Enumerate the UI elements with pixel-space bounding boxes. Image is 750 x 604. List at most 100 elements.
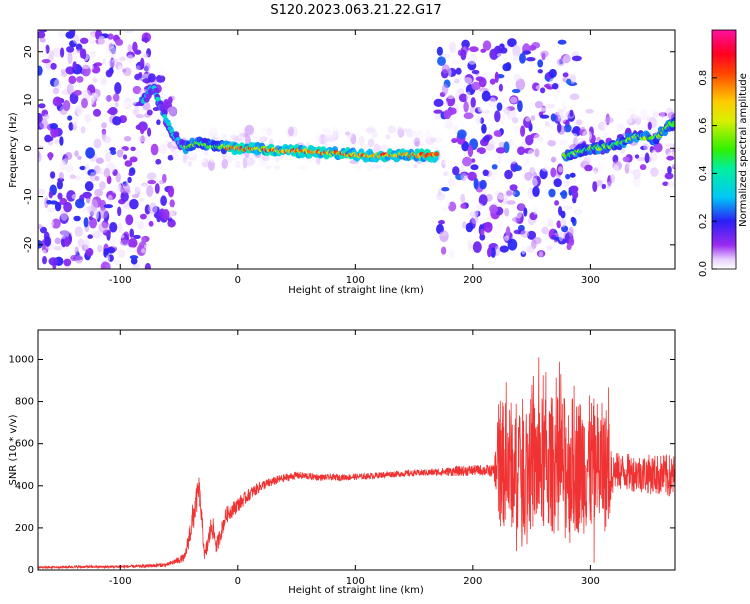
spectrogram-cell (38, 31, 46, 39)
heatmap-x-tick-label: 100 (346, 275, 365, 286)
heatmap-x-tick-label: 0 (235, 275, 241, 286)
spectrogram-cell (669, 162, 675, 168)
spectrogram-cell (38, 239, 43, 249)
spectrogram-cell (63, 236, 71, 247)
spectrogram-cell (128, 98, 137, 106)
heatmap-x-tick-label: 300 (581, 275, 600, 286)
spectrogram-cell (119, 239, 130, 247)
spectrogram-cell (162, 209, 170, 221)
spectrogram-cell (467, 145, 474, 158)
spectrogram-cell (98, 208, 109, 219)
spectrogram-cell (495, 147, 506, 154)
spectrogram-cell (494, 190, 504, 196)
spectrogram-cell (575, 210, 582, 220)
spectrogram-cell (462, 156, 472, 167)
spectrogram-cell (158, 67, 166, 77)
spectrogram-cell (556, 220, 562, 229)
spectrogram-cell (472, 241, 482, 253)
spectrogram-cell (521, 245, 526, 255)
spectrogram-cell (437, 188, 442, 197)
spectrogram-cell (523, 154, 531, 165)
spectrogram-cell (467, 239, 472, 251)
spectrogram-cell (147, 73, 156, 83)
spectrogram-cell (504, 169, 513, 180)
heatmap-y-tick-label: -10 (23, 188, 34, 204)
spectrogram-cell (87, 234, 94, 239)
heatmap-y-tick-label: 0 (23, 145, 34, 151)
spectrogram-cell (548, 118, 554, 130)
spectrogram-cell (644, 152, 650, 164)
spectrogram-cell (528, 192, 534, 199)
spectrogram-cell (387, 125, 396, 134)
spectrogram-cell (56, 179, 63, 190)
spectrogram-cell (112, 116, 122, 126)
spectrogram-cell (563, 124, 572, 133)
spectrogram-cell (182, 152, 188, 164)
spectrogram-cell (560, 190, 568, 199)
spectrogram-cell (530, 115, 536, 121)
spectrogram-cell (66, 46, 75, 53)
spectrogram-cell (443, 100, 449, 110)
spectrogram-cell (105, 254, 111, 263)
spectrogram-cell (85, 147, 95, 159)
spectrogram-cell (38, 188, 46, 195)
spectrogram-cell (41, 249, 47, 257)
spectrogram-cell (128, 33, 133, 42)
spectrogram-cell (169, 199, 175, 208)
spectrogram-cell (95, 157, 104, 164)
spectrogram-cell (441, 83, 449, 95)
spectrogram-cell (512, 54, 519, 62)
spectrogram-cell (517, 100, 523, 113)
spectrogram-cell (48, 190, 53, 199)
spectrogram-cell (133, 104, 140, 117)
spectrogram-cell (59, 136, 64, 146)
spectrogram-cell (482, 169, 489, 177)
spectrogram-cell (90, 199, 99, 212)
spectrogram-cell (592, 180, 598, 193)
spectrogram-cell (548, 68, 557, 78)
spectrogram-cell (83, 217, 89, 228)
spectrogram-cell (79, 37, 89, 44)
spectrogram-cell (550, 167, 557, 178)
spectrogram-cell (68, 75, 77, 85)
spectrogram-cell (114, 259, 122, 266)
spectrogram-cell (46, 136, 54, 142)
spectrogram-cell (166, 122, 172, 127)
colorbar: 0.0 0.2 0.4 0.6 0.8 Normalized spectral ampl… (698, 29, 749, 277)
spectrogram-cell (58, 171, 64, 180)
spectrogram-cell (457, 129, 467, 139)
spectrogram-cell (43, 113, 50, 120)
spectrogram-cell (512, 117, 519, 124)
spectrogram-cell (505, 189, 513, 197)
spectrogram-cell (596, 179, 603, 187)
spectrogram-cell (123, 30, 134, 34)
snr-y-tick-label: 400 (15, 481, 34, 492)
spectrogram-cell (540, 125, 550, 131)
figure-title: S120.2023.063.21.22.G17 (270, 3, 441, 18)
spectrogram-cell (48, 151, 53, 161)
spectrogram-cell (538, 107, 547, 112)
spectrogram-cell (89, 95, 95, 105)
spectrogram-cell (569, 185, 579, 193)
snr-x-tick-label: 100 (346, 576, 365, 587)
spectrogram-cell (97, 99, 107, 105)
spectrogram-cell (38, 141, 42, 146)
spectrogram-cell (439, 231, 449, 237)
spectrogram-cell (92, 77, 98, 83)
spectrogram-cell (77, 112, 87, 118)
spectrogram-cell (496, 102, 503, 112)
spectrogram-cell (537, 69, 543, 74)
spectrogram-cell (532, 221, 538, 232)
spectrogram-cell (85, 247, 94, 257)
spectrogram-cell (89, 64, 94, 71)
spectrogram-cell (470, 158, 476, 163)
spectrogram-cell (460, 172, 468, 182)
spectrogram-cell (562, 72, 569, 78)
spectrogram-cell (650, 149, 658, 162)
spectrogram-cell (163, 99, 170, 108)
spectrogram-cell (554, 93, 559, 102)
spectrogram-cell (494, 110, 501, 123)
spectrogram-cell (365, 127, 376, 134)
spectrogram-cell (98, 35, 106, 48)
spectrogram-cell (88, 217, 98, 229)
